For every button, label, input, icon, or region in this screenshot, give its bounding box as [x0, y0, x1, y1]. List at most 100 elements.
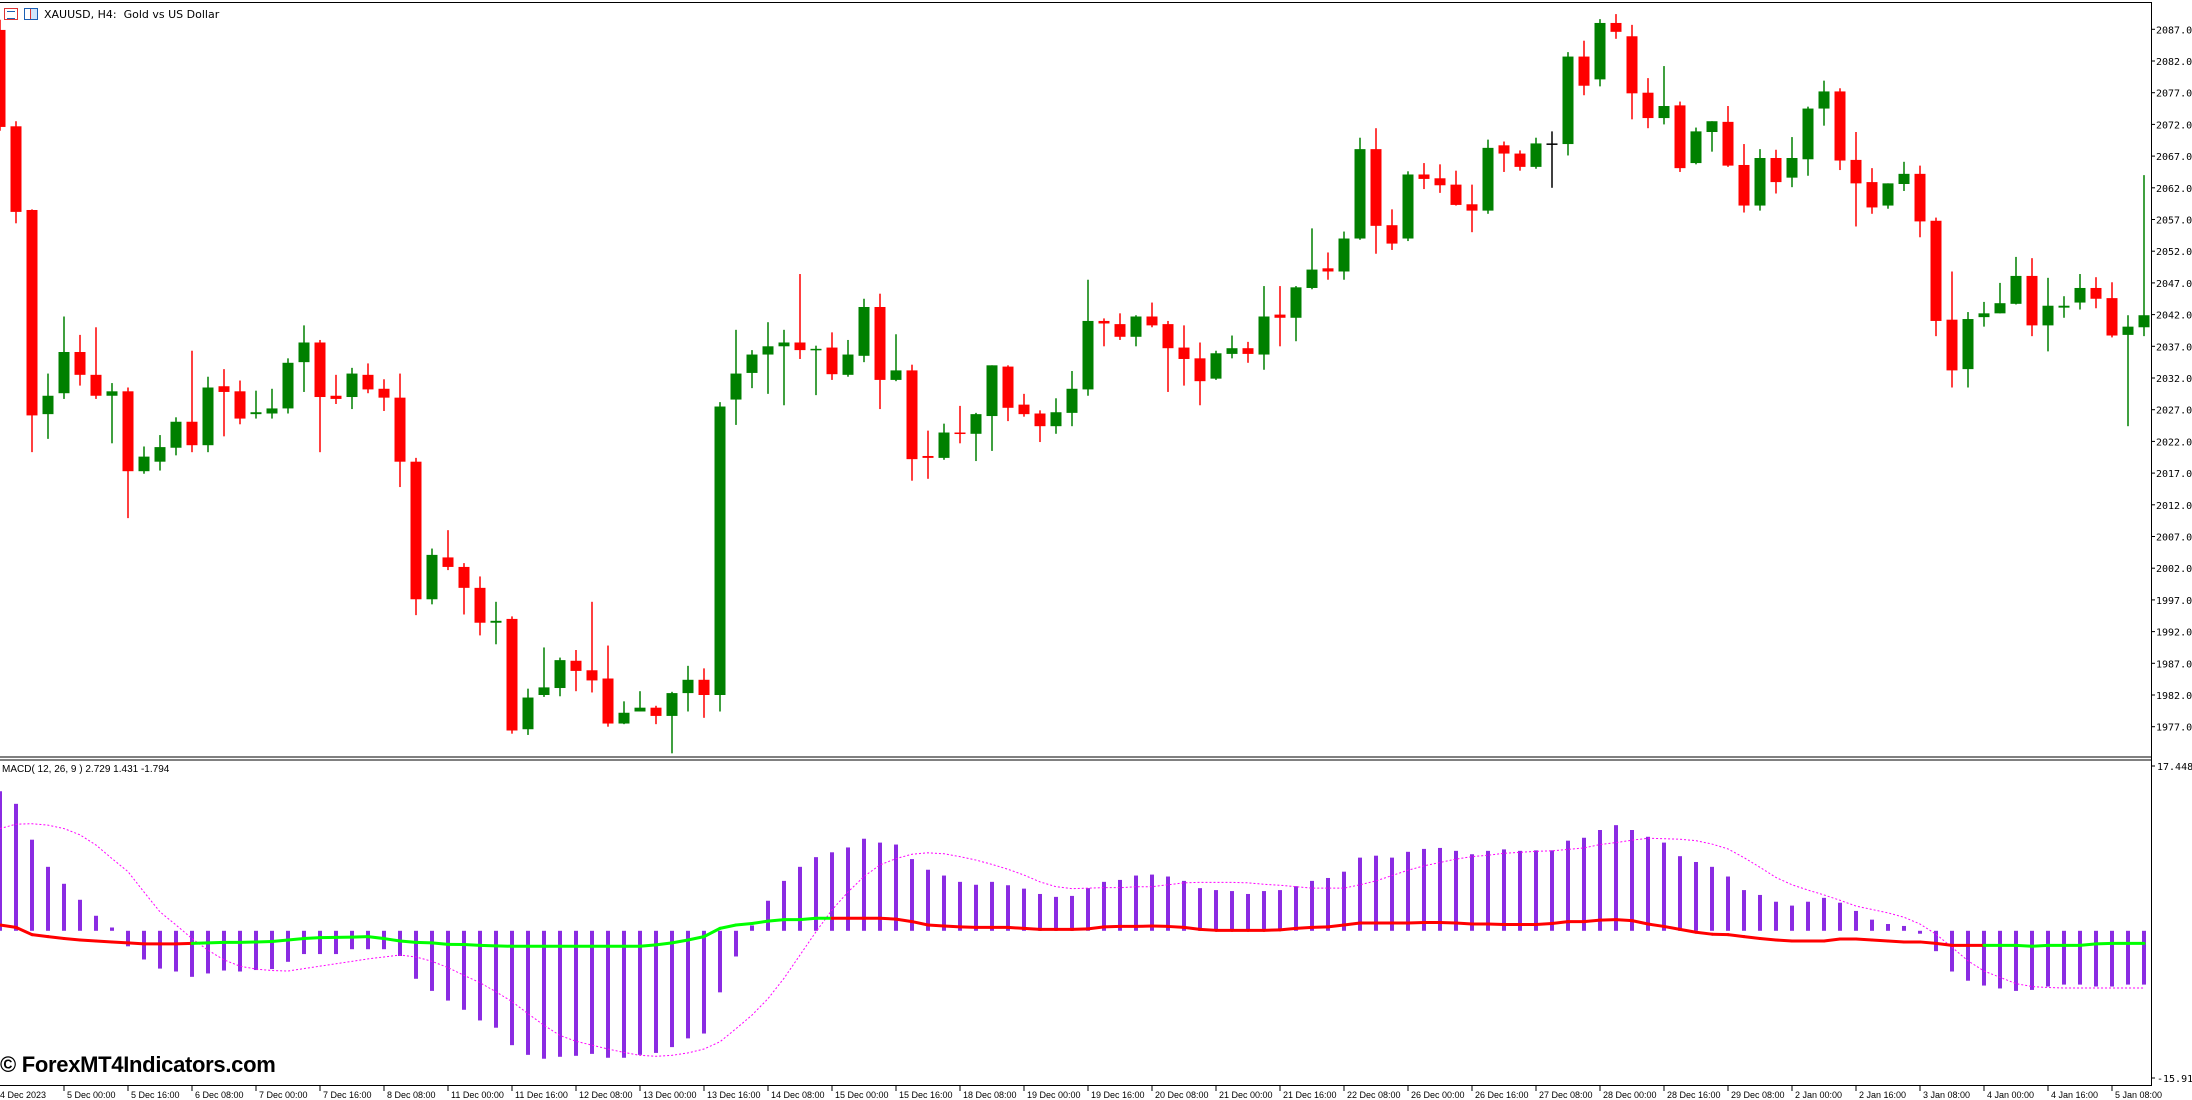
- chart-template-icon[interactable]: [24, 8, 38, 20]
- candle-body: [1690, 131, 1702, 164]
- candle-body: [1194, 358, 1206, 382]
- macd-line-segment: [1278, 926, 1298, 932]
- macd-line-segment: [702, 926, 722, 939]
- candle: [378, 379, 390, 411]
- time-tick-label: 29 Dec 08:00: [1731, 1090, 1785, 1100]
- macd-line-segment: [1742, 935, 1762, 941]
- macd-histogram-bar: [494, 930, 498, 1028]
- macd-histogram-bar: [1022, 888, 1026, 931]
- candle: [1866, 168, 1878, 214]
- macd-histogram-bar: [1198, 888, 1202, 931]
- candle-body: [1066, 388, 1078, 413]
- candle: [1674, 101, 1686, 172]
- macd-histogram-bar: [2126, 930, 2130, 985]
- macd-histogram-bar: [1470, 854, 1474, 931]
- macd-histogram-bar: [0, 791, 2, 931]
- time-tick-label: 26 Dec 16:00: [1475, 1090, 1529, 1100]
- macd-histogram-bar: [718, 930, 722, 993]
- candle-body: [1738, 164, 1750, 206]
- candle: [1258, 286, 1270, 370]
- candle-body: [314, 342, 326, 398]
- macd-line-segment: [1582, 918, 1602, 924]
- macd-line-segment: [1662, 924, 1682, 931]
- candle: [1658, 66, 1670, 125]
- candle-body: [42, 395, 54, 415]
- candle-body: [682, 679, 694, 694]
- macd-line-segment: [302, 936, 322, 941]
- time-tick-label: 19 Dec 16:00: [1091, 1090, 1145, 1100]
- candle-body: [1002, 366, 1014, 408]
- candle: [1818, 80, 1830, 126]
- macd-histogram-bar: [654, 930, 658, 1053]
- time-tick-label: 8 Dec 08:00: [387, 1090, 436, 1100]
- candle-body: [794, 342, 806, 351]
- macd-histogram-bar: [590, 930, 594, 1054]
- price-tick-label: 2062.00: [2156, 184, 2192, 195]
- macd-line-segment: [926, 923, 946, 928]
- candle: [618, 701, 630, 725]
- candle: [762, 322, 774, 394]
- candle-body: [1210, 353, 1222, 379]
- chart-list-icon[interactable]: [4, 8, 18, 20]
- candle: [810, 345, 822, 396]
- macd-histogram-bar: [1790, 905, 1794, 931]
- macd-histogram-bar: [238, 930, 242, 972]
- candle: [218, 369, 230, 437]
- time-tick-label: 4 Jan 16:00: [2051, 1090, 2098, 1100]
- candle: [698, 668, 710, 718]
- candle: [842, 339, 854, 377]
- macd-panel[interactable]: [0, 791, 2146, 1059]
- candle: [1930, 217, 1942, 337]
- macd-indicator-label: MACD( 12, 26, 9 ) 2.729 1.431 -1.794: [2, 764, 170, 775]
- macd-histogram-bar: [222, 930, 226, 971]
- macd-histogram-bar: [910, 859, 914, 931]
- candle-body: [1706, 121, 1718, 133]
- macd-histogram-bar: [302, 930, 306, 955]
- macd-histogram-bar: [638, 930, 642, 1055]
- candle-body: [2026, 275, 2038, 326]
- candle-body: [1962, 319, 1974, 370]
- candle-body: [698, 679, 710, 695]
- candle-body: [2010, 275, 2022, 304]
- price-tick-label: 2052.00: [2156, 247, 2192, 258]
- macd-line-segment: [30, 933, 50, 939]
- candle: [1898, 161, 1910, 191]
- candle: [650, 705, 662, 725]
- macd-histogram-bar: [1262, 891, 1266, 931]
- candle-body: [2138, 315, 2150, 328]
- candle: [2122, 315, 2134, 427]
- macd-tick-label: -15.911: [2157, 1074, 2192, 1085]
- macd-histogram-bar: [1534, 850, 1538, 931]
- macd-histogram-bar: [2030, 930, 2034, 990]
- macd-histogram-bar: [286, 930, 290, 962]
- time-tick-label: 19 Dec 00:00: [1027, 1090, 1081, 1100]
- candle: [938, 423, 950, 460]
- candle-body: [250, 412, 262, 415]
- price-panel[interactable]: [0, 14, 2150, 754]
- candle: [1450, 170, 1462, 206]
- macd-histogram-bar: [206, 930, 210, 974]
- candle: [970, 412, 982, 462]
- candle-body: [986, 365, 998, 417]
- candle-body: [650, 707, 662, 716]
- macd-histogram-bar: [734, 930, 738, 957]
- macd-histogram-bar: [1086, 888, 1090, 931]
- candle: [1322, 252, 1334, 280]
- macd-signal-line: [0, 823, 2144, 1057]
- macd-histogram-bar: [542, 930, 546, 1059]
- candle-body: [1450, 184, 1462, 205]
- candle: [1194, 342, 1206, 406]
- macd-line-segment: [2014, 943, 2034, 948]
- candle-body: [938, 432, 950, 458]
- macd-line-segment: [1678, 927, 1698, 934]
- candle: [730, 329, 742, 425]
- macd-histogram-bar: [174, 930, 178, 972]
- candle-body: [474, 587, 486, 623]
- candle-body: [1578, 56, 1590, 86]
- macd-tick-label: 17.448: [2157, 762, 2192, 773]
- macd-line-segment: [286, 937, 306, 942]
- candle: [954, 405, 966, 444]
- candle: [538, 647, 550, 697]
